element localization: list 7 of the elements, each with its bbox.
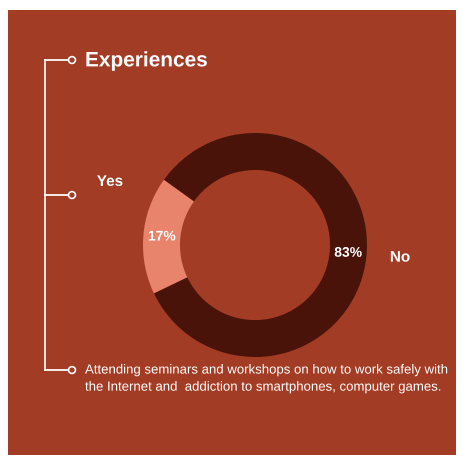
text: Attending seminars and workshops on how to work safely with the Internet and addiction to smartphones, computer games.: [85, 364, 448, 394]
chart-title: Experiences: [86, 51, 207, 71]
data-label: 17%: [148, 230, 176, 241]
donut-slice: [143, 180, 194, 294]
slice-label: No: [390, 251, 410, 262]
data-label: 83%: [334, 247, 362, 257]
slice-label: Yes: [97, 175, 122, 186]
